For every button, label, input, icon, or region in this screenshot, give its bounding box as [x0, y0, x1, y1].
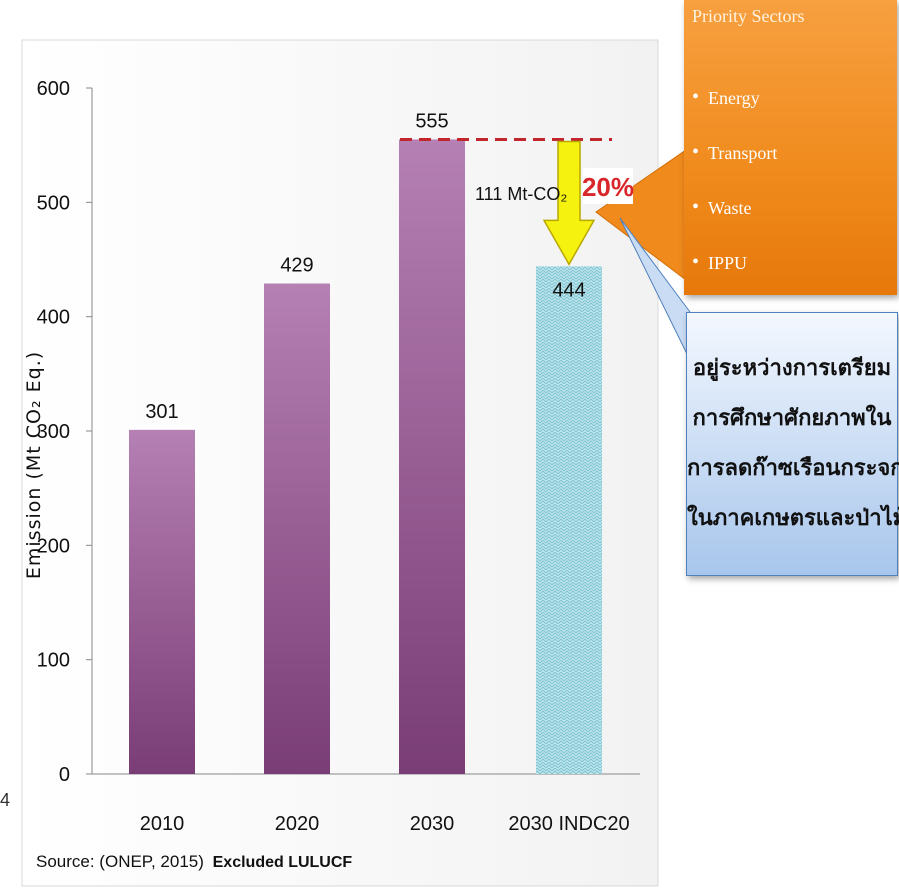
- priority-sector-item: IPPU: [692, 251, 747, 274]
- note-line: การศึกษาศักยภาพใน: [692, 406, 892, 431]
- excluded-lulucf-note: Excluded LULUCF: [212, 854, 353, 871]
- bar: [264, 283, 330, 774]
- bar-value-label: 444: [552, 279, 585, 301]
- priority-sector-item: Energy: [692, 86, 760, 109]
- y-tick-label: 300: [37, 421, 70, 443]
- reduction-percent-bg: [583, 168, 633, 204]
- x-tick-label: 2020: [275, 813, 320, 835]
- annotations: 111 Mt-CO₂ 20%: [400, 137, 701, 361]
- x-tick-label: 2030 INDC20: [508, 813, 629, 835]
- note-line: ในภาคเกษตรและป่าไม้: [687, 506, 899, 531]
- y-tick-label: 200: [37, 535, 70, 557]
- page-number: 4: [0, 790, 11, 810]
- priority-sectors-box: Priority Sectors Energy Transport Waste …: [684, 0, 897, 295]
- y-tick-label: 400: [37, 307, 70, 329]
- agriculture-forestry-note: อยู่ระหว่างการเตรียม การศึกษาศักยภาพใน ก…: [686, 312, 899, 576]
- y-tick-label: 600: [37, 78, 70, 100]
- bar-value-label: 429: [280, 255, 313, 277]
- note-line: อยู่ระหว่างการเตรียม: [692, 356, 892, 381]
- bar-2030-indc20: [536, 266, 602, 774]
- bar: [129, 429, 195, 774]
- priority-sector-item: Transport: [692, 141, 777, 164]
- priority-sector-item: Waste: [692, 196, 751, 219]
- axes: 0 100 200 300 400 500 600 Emission (Mt CO₂ Eq.)…: [23, 78, 640, 835]
- y-tick-label: 500: [37, 192, 70, 214]
- y-tick-label: 0: [59, 764, 70, 786]
- source-text: Source: (ONEP, 2015): [36, 852, 204, 871]
- priority-sectors-title: Priority Sectors: [692, 6, 805, 26]
- reduction-arrow: [542, 140, 596, 266]
- bar: [399, 139, 465, 774]
- x-tick-label: 2010: [140, 813, 185, 835]
- bars: 301 429 555 444: [129, 110, 602, 774]
- bar-value-label: 301: [145, 401, 178, 423]
- bar-value-label: 555: [415, 110, 448, 132]
- y-tick-label: 100: [37, 650, 70, 672]
- x-tick-label: 2030: [410, 813, 455, 835]
- reduction-amount-label: 111 Mt-CO₂: [475, 184, 567, 204]
- y-axis-label: Emission (Mt CO₂ Eq.): [23, 351, 45, 579]
- note-line: การลดก๊าซเรือนกระจก: [687, 456, 899, 481]
- reduction-percent-label: 20%: [582, 172, 634, 202]
- source-note: Source: (ONEP, 2015) Excluded LULUCF: [36, 852, 352, 872]
